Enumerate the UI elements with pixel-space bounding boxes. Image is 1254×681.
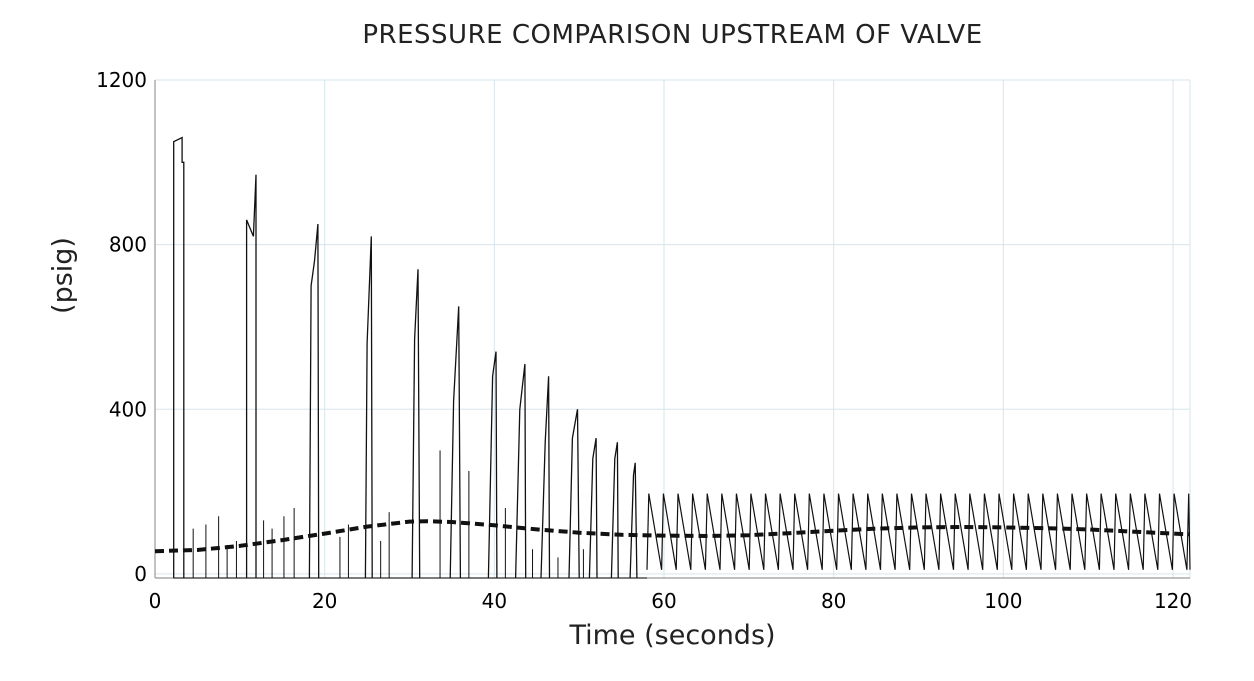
- x-tick-label: 20: [312, 589, 337, 613]
- x-tick-label: 60: [651, 589, 676, 613]
- pressure-burst: [364, 236, 373, 579]
- pressure-burst: [449, 306, 462, 579]
- y-tick-label: 800: [109, 233, 147, 257]
- pressure-burst: [588, 437, 598, 579]
- x-tick-label: 120: [1154, 589, 1192, 613]
- x-axis-label: Time (seconds): [569, 620, 776, 651]
- grid-lines: [154, 79, 1191, 578]
- x-tick-label: 100: [984, 589, 1022, 613]
- pressure-burst: [245, 174, 257, 578]
- pressure-sawtooth: [646, 493, 1191, 570]
- pressure-burst: [514, 363, 527, 579]
- pressure-burst: [487, 351, 498, 579]
- x-tick-label: 0: [149, 589, 162, 613]
- y-tick-label: 1200: [96, 68, 147, 92]
- series-group: [154, 136, 1191, 579]
- y-tick-label: 400: [109, 397, 147, 421]
- pressure-burst: [173, 136, 185, 578]
- x-tick-label: 40: [482, 589, 507, 613]
- pressure-burst: [568, 409, 580, 579]
- x-tick-label: 80: [821, 589, 846, 613]
- chart-title: PRESSURE COMPARISON UPSTREAM OF VALVE: [362, 20, 983, 50]
- pressure-burst: [540, 376, 551, 579]
- y-tick-label: 0: [134, 562, 147, 586]
- pressure-burst: [610, 442, 619, 579]
- pressure-burst: [629, 462, 638, 579]
- pressure-burst: [308, 223, 320, 579]
- pressure-dashed-line: [154, 519, 1191, 554]
- pressure-burst: [411, 269, 421, 579]
